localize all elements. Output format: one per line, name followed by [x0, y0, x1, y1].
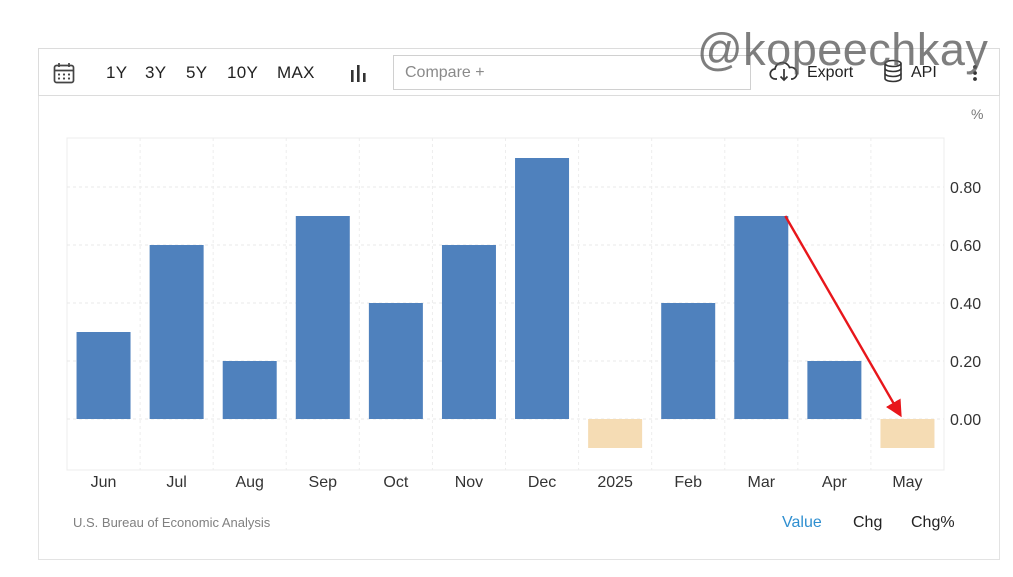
cloud-download-icon	[769, 60, 799, 87]
range-3y-button[interactable]: 3Y	[145, 63, 167, 82]
source-label: U.S. Bureau of Economic Analysis	[73, 515, 271, 530]
x-tick-label: Feb	[674, 474, 702, 491]
x-tick-label: Aug	[235, 474, 263, 491]
bar-may[interactable]	[880, 419, 935, 448]
range-1y-button[interactable]: 1Y	[106, 63, 128, 82]
export-button[interactable]: Export	[769, 49, 853, 97]
api-label: API	[911, 64, 937, 81]
bar-mar[interactable]	[734, 216, 789, 419]
bar-jun[interactable]	[76, 332, 131, 419]
bar-oct[interactable]	[368, 303, 423, 419]
x-tick-label: Sep	[309, 474, 338, 491]
tab-chg[interactable]: Chg	[853, 514, 883, 531]
x-tick-label: Mar	[748, 474, 776, 491]
tab-chg-percent[interactable]: Chg%	[911, 514, 955, 531]
range-max-button[interactable]: MAX	[277, 63, 315, 82]
x-tick-label: Apr	[822, 474, 848, 491]
bar-sep[interactable]	[295, 216, 350, 419]
x-tick-label: 2025	[597, 474, 633, 491]
bar-feb[interactable]	[661, 303, 716, 419]
range-5y-button[interactable]: 5Y	[186, 63, 208, 82]
export-label: Export	[807, 64, 854, 81]
bar-chart-icon[interactable]	[349, 49, 369, 97]
x-tick-label: Dec	[528, 474, 556, 491]
calendar-icon[interactable]	[53, 49, 75, 97]
bar-dec[interactable]	[515, 158, 570, 419]
x-tick-label: Oct	[383, 474, 408, 491]
x-tick-label: Nov	[455, 474, 483, 491]
vertical-dots-icon[interactable]	[971, 49, 979, 97]
bar-nov[interactable]	[441, 245, 496, 419]
x-tick-label: May	[892, 474, 922, 491]
bar-apr[interactable]	[807, 361, 862, 419]
bar-jul[interactable]	[149, 245, 204, 419]
compare-input[interactable]	[393, 55, 751, 90]
x-tick-label: Jun	[91, 474, 117, 491]
y-tick-label: 0.20	[950, 354, 981, 371]
y-tick-label: 0.40	[950, 296, 981, 313]
y-tick-label: 0.80	[950, 180, 981, 197]
bar-aug[interactable]	[222, 361, 277, 419]
y-tick-label: 0.60	[950, 238, 981, 255]
x-tick-label: Jul	[166, 474, 186, 491]
chart-toolbar: 1Y 3Y 5Y 10Y MAX Export	[38, 48, 1000, 96]
unit-label: %	[971, 106, 984, 122]
range-10y-button[interactable]: 10Y	[227, 63, 259, 82]
watermark-text: @kopeechkay	[697, 24, 989, 75]
database-icon	[883, 59, 903, 88]
tab-value[interactable]: Value	[782, 514, 822, 531]
bar-2025[interactable]	[588, 419, 643, 448]
annotation-arrow	[784, 215, 902, 418]
api-button[interactable]: API	[883, 49, 937, 97]
y-tick-label: 0.00	[950, 412, 981, 429]
